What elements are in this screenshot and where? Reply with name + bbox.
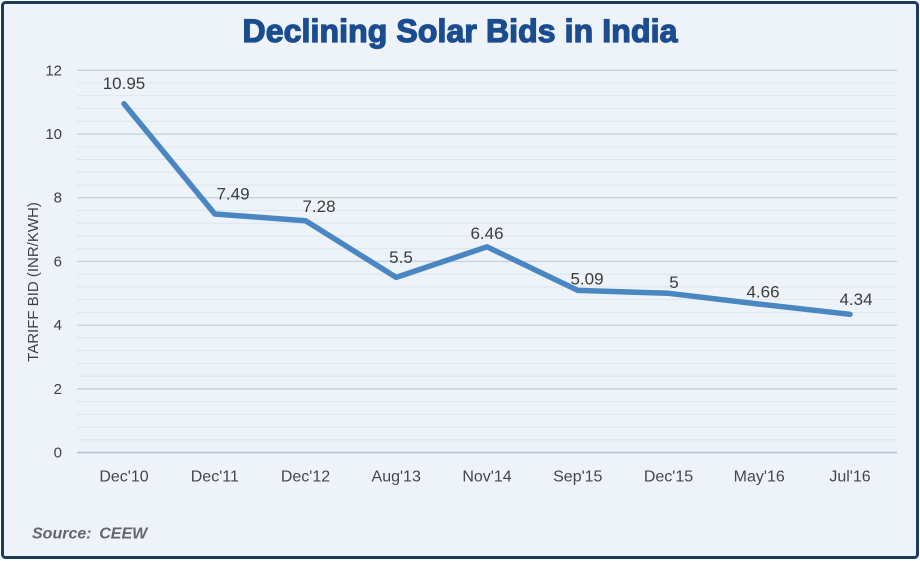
svg-text:7.49: 7.49 — [216, 185, 249, 204]
svg-text:5.5: 5.5 — [389, 248, 413, 267]
svg-text:Aug'13: Aug'13 — [372, 469, 421, 486]
svg-text:4.34: 4.34 — [839, 290, 872, 309]
svg-text:4: 4 — [54, 317, 62, 334]
svg-text:Declining Solar Bids in India: Declining Solar Bids in India — [243, 13, 678, 49]
svg-text:8: 8 — [54, 190, 62, 207]
svg-text:12: 12 — [45, 62, 62, 79]
svg-text:TARIFF BID (INR/KWH): TARIFF BID (INR/KWH) — [25, 202, 42, 362]
svg-text:Dec'10: Dec'10 — [99, 469, 148, 486]
svg-text:Source: CEEW: Source: CEEW — [32, 526, 149, 543]
svg-text:Nov'14: Nov'14 — [462, 469, 511, 486]
svg-text:4.66: 4.66 — [746, 283, 779, 302]
svg-text:7.28: 7.28 — [302, 197, 335, 216]
svg-text:May'16: May'16 — [734, 469, 785, 486]
svg-text:5: 5 — [669, 273, 678, 292]
svg-text:Dec'15: Dec'15 — [644, 469, 693, 486]
svg-text:2: 2 — [54, 381, 62, 398]
svg-text:6: 6 — [54, 254, 62, 271]
svg-text:0: 0 — [54, 445, 62, 462]
svg-text:10.95: 10.95 — [103, 74, 146, 93]
svg-text:Jul'16: Jul'16 — [829, 469, 870, 486]
svg-text:10: 10 — [45, 126, 62, 143]
svg-text:6.46: 6.46 — [470, 224, 503, 243]
svg-text:Sep'15: Sep'15 — [553, 469, 602, 486]
svg-text:Dec'11: Dec'11 — [191, 469, 239, 486]
svg-text:Dec'12: Dec'12 — [281, 469, 330, 486]
svg-text:5.09: 5.09 — [570, 270, 603, 289]
